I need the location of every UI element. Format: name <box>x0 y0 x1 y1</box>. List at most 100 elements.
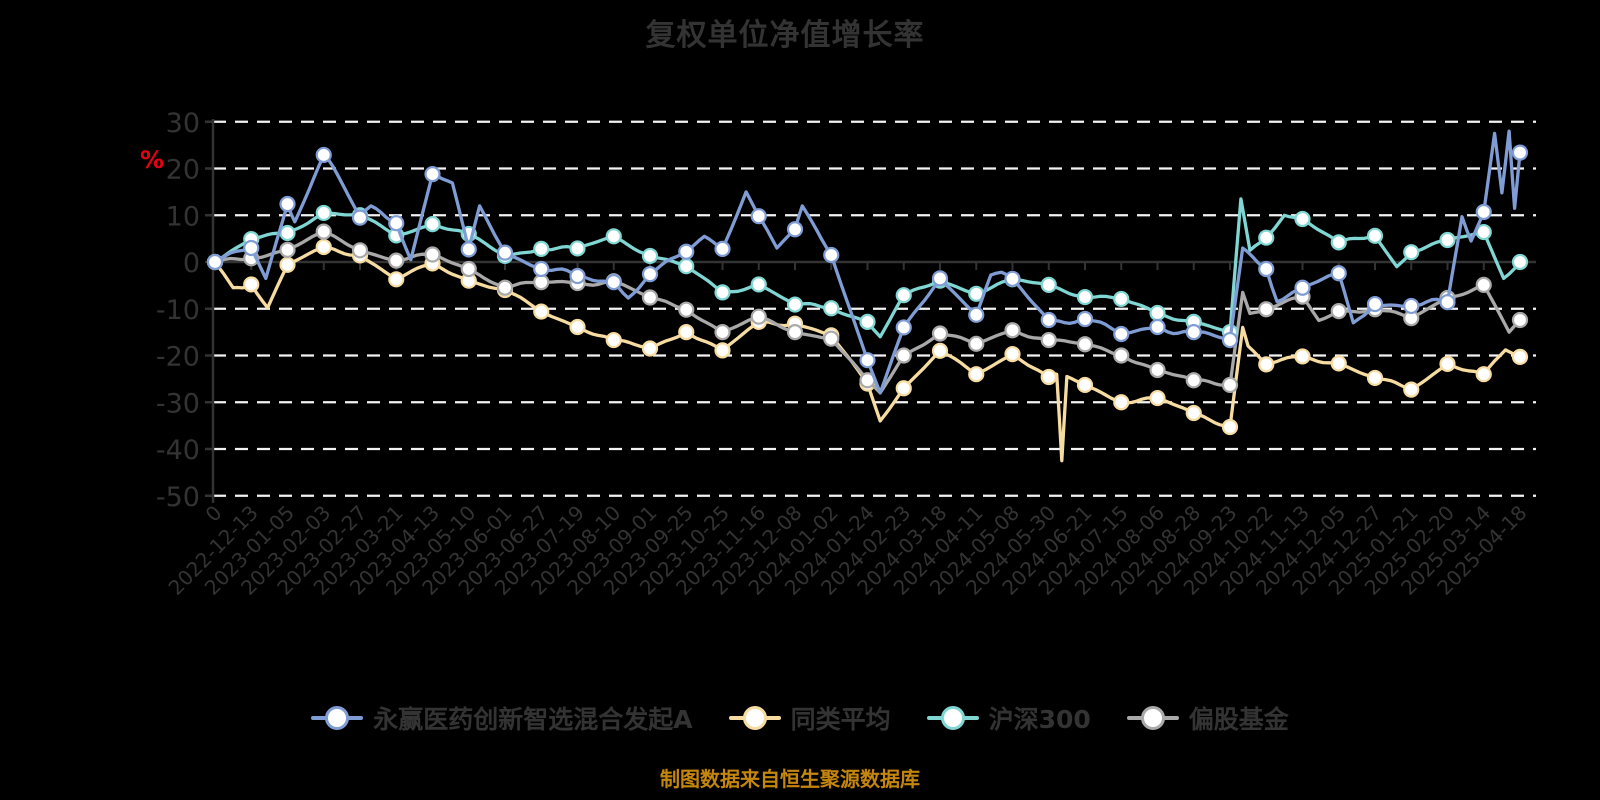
legend-label: 沪深300 <box>988 705 1091 734</box>
data-point-marker <box>786 296 804 313</box>
data-point-marker <box>1149 361 1166 379</box>
data-point-marker <box>823 246 840 264</box>
legend-line-marker-icon <box>1126 705 1179 731</box>
data-point-marker <box>931 270 949 287</box>
data-point-marker <box>279 241 296 258</box>
data-point-marker <box>678 324 695 341</box>
data-point-marker <box>1221 418 1239 436</box>
data-point-marker <box>1221 376 1239 394</box>
data-point-marker <box>1149 304 1166 322</box>
data-point-marker <box>351 209 369 226</box>
data-point-marker <box>714 284 731 301</box>
data-point-marker <box>1475 203 1492 221</box>
data-point-marker <box>605 331 622 349</box>
data-point-marker <box>1004 270 1021 287</box>
data-point-marker <box>714 240 731 258</box>
data-point-marker <box>533 274 550 291</box>
data-source-note: 制图数据来自恒生聚源数据库 <box>660 767 920 791</box>
data-point-marker <box>1403 297 1420 315</box>
data-point-marker <box>1511 311 1529 329</box>
data-point-marker <box>1076 310 1094 328</box>
data-point-marker <box>1294 348 1311 365</box>
legend-item-3[interactable]: 偏股基金 <box>1126 700 1289 736</box>
data-point-marker <box>605 228 622 245</box>
data-point-marker <box>859 352 876 369</box>
data-point-marker <box>1439 355 1456 373</box>
y-axis-label: -20 <box>156 342 200 373</box>
legend-line-marker-icon <box>728 705 781 731</box>
data-point-marker <box>1475 366 1492 383</box>
data-point-marker <box>388 215 405 232</box>
data-point-marker <box>968 335 985 352</box>
data-point-marker <box>243 239 260 257</box>
data-point-marker <box>1185 404 1202 422</box>
x-axis-labels: 02022-12-132023-01-052023-02-032023-02-2… <box>164 501 1532 600</box>
data-point-marker <box>1439 294 1456 311</box>
y-axis-label: 30 <box>166 108 200 139</box>
data-point-marker <box>279 256 296 273</box>
data-point-marker <box>750 208 767 225</box>
legend-item-0[interactable]: 永赢医药创新智选混合发起A <box>311 700 693 736</box>
data-point-marker <box>569 240 586 257</box>
data-point-marker <box>895 380 912 397</box>
data-point-marker <box>1113 347 1130 364</box>
data-point-marker <box>786 221 804 238</box>
data-point-marker <box>315 223 332 240</box>
data-point-marker <box>533 303 550 320</box>
data-point-marker <box>1040 276 1057 294</box>
data-point-marker <box>388 271 405 288</box>
data-point-marker <box>1330 234 1347 251</box>
data-point-marker <box>678 301 695 318</box>
data-point-marker <box>968 306 985 323</box>
y-axis-label: -40 <box>156 435 200 466</box>
data-point-marker <box>823 300 840 317</box>
data-point-marker <box>1366 227 1384 244</box>
data-point-marker <box>569 267 586 285</box>
data-point-marker <box>895 319 912 336</box>
data-point-marker <box>533 240 550 258</box>
data-point-marker <box>1076 288 1094 306</box>
data-point-marker <box>678 243 695 260</box>
data-point-marker <box>1330 265 1347 282</box>
data-point-marker <box>1113 290 1130 308</box>
data-point-marker <box>1294 210 1311 228</box>
data-point-marker <box>1403 381 1420 398</box>
y-axis-labels: 30 20 10 0 -10 -20 -30 -40 -50 <box>156 108 200 513</box>
y-axis-label: 0 <box>183 248 200 279</box>
legend-label: 偏股基金 <box>1188 705 1289 734</box>
data-point-marker <box>279 224 296 242</box>
data-point-marker <box>641 289 659 306</box>
data-point-marker <box>641 247 659 265</box>
data-point-marker <box>1511 348 1529 366</box>
data-point-marker <box>605 274 622 291</box>
series-markers-0 <box>206 144 1529 369</box>
data-point-marker <box>1076 376 1094 394</box>
legend-item-2[interactable]: 沪深300 <box>926 700 1091 736</box>
data-point-marker <box>315 204 332 222</box>
data-point-marker <box>750 308 767 325</box>
data-point-marker <box>1439 231 1456 249</box>
y-axis-label: -30 <box>156 388 200 419</box>
data-point-marker <box>424 166 441 183</box>
data-point-marker <box>1511 253 1529 271</box>
data-point-marker <box>931 342 949 359</box>
data-point-marker <box>1258 356 1275 373</box>
data-point-marker <box>1330 302 1347 320</box>
chart-legend: 永赢医药创新智选混合发起A 同类平均 沪深300 偏股基金 <box>0 694 1600 742</box>
series-markers-2 <box>206 204 1529 341</box>
data-point-marker <box>1366 295 1384 313</box>
data-point-marker <box>569 318 586 336</box>
data-point-marker <box>1221 331 1239 349</box>
data-point-marker <box>786 324 804 341</box>
data-point-marker <box>1040 331 1057 349</box>
data-point-marker <box>931 325 949 342</box>
legend-item-1[interactable]: 同类平均 <box>728 700 891 736</box>
data-point-marker <box>279 195 296 213</box>
data-point-marker <box>823 330 840 347</box>
data-point-marker <box>424 216 441 233</box>
data-point-marker <box>1366 369 1384 387</box>
data-point-marker <box>1113 325 1130 343</box>
data-point-marker <box>206 253 224 271</box>
data-point-marker <box>351 242 369 259</box>
legend-label: 永赢医药创新智选混合发起A <box>373 705 693 734</box>
